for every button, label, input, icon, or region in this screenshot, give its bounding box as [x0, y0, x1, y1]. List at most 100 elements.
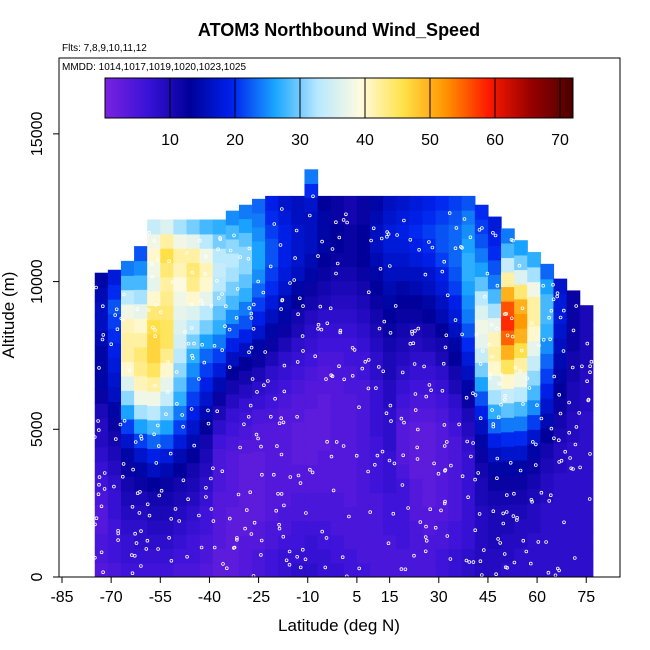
heatmap-cell: [383, 266, 397, 282]
heatmap-cell: [199, 219, 214, 235]
sample-marker: [153, 328, 157, 332]
heatmap-cell: [383, 492, 397, 508]
heatmap-cell: [107, 489, 122, 505]
heatmap-cell: [487, 404, 502, 420]
sample-marker: [497, 381, 502, 386]
heatmap-cell: [474, 476, 489, 492]
sample-marker: [557, 460, 561, 464]
heatmap-cell: [527, 355, 541, 371]
sample-marker: [287, 562, 292, 567]
heatmap-cell: [540, 427, 555, 444]
heatmap-cell: [134, 303, 148, 319]
heatmap-cell: [160, 505, 174, 521]
sample-marker: [412, 362, 417, 366]
sample-marker: [200, 342, 205, 347]
sample-marker: [139, 529, 143, 533]
sample-marker: [509, 316, 514, 321]
heatmap-cell: [252, 324, 266, 340]
heatmap-cell: [448, 365, 463, 380]
heatmap-cell: [487, 274, 502, 290]
heatmap-cell: [514, 415, 528, 432]
heatmap-cell: [147, 333, 161, 349]
heatmap-cell: [265, 266, 279, 282]
heatmap-cell: [356, 548, 371, 564]
heatmap-cell: [448, 252, 463, 268]
heatmap-cell: [265, 294, 279, 310]
sample-marker: [238, 445, 242, 450]
heatmap-cell: [173, 491, 188, 507]
heatmap-cell: [553, 427, 568, 444]
heatmap-cell: [514, 401, 528, 417]
heatmap-cell: [501, 242, 515, 259]
heatmap-cell: [291, 365, 306, 380]
heatmap-cell: [107, 533, 122, 549]
heatmap-cell: [265, 337, 279, 352]
heatmap-cell: [147, 448, 161, 464]
sample-marker: [489, 322, 494, 327]
sample-marker: [501, 511, 506, 516]
heatmap-cell: [553, 278, 568, 295]
sample-marker: [197, 513, 201, 518]
heatmap-cell: [252, 492, 266, 508]
heatmap-cell: [461, 294, 476, 310]
sample-marker: [139, 436, 144, 441]
heatmap-cell: [265, 492, 279, 508]
sample-marker: [206, 408, 210, 413]
heatmap-cell: [278, 252, 292, 268]
sample-marker: [272, 222, 277, 226]
sample-marker: [281, 420, 286, 425]
heatmap-cell: [487, 548, 502, 564]
heatmap-cell: [291, 520, 306, 536]
heatmap-cell: [461, 351, 476, 366]
heatmap-cell: [252, 366, 266, 382]
heatmap-cell: [252, 478, 266, 494]
heatmap-cell: [265, 351, 279, 366]
sample-marker: [445, 293, 450, 298]
heatmap-cell: [409, 562, 424, 577]
heatmap-cell: [317, 337, 332, 352]
heatmap-cell: [435, 548, 450, 564]
heatmap-cell: [160, 391, 174, 407]
sample-marker: [429, 388, 433, 393]
heatmap-cell: [487, 245, 502, 261]
heatmap-cell: [487, 259, 502, 275]
sample-marker: [156, 423, 160, 428]
heatmap-cell: [330, 562, 345, 577]
heatmap-cell: [330, 379, 345, 395]
sample-marker: [382, 319, 387, 324]
sample-marker: [556, 438, 561, 443]
sample-marker: [337, 235, 342, 240]
heatmap-cell: [422, 351, 437, 366]
sample-marker: [271, 472, 276, 477]
heatmap-cell: [514, 254, 528, 271]
heatmap-cell: [134, 274, 148, 290]
sample-marker: [328, 306, 333, 311]
sample-marker: [423, 272, 428, 277]
heatmap-cell: [514, 474, 528, 490]
heatmap-cell: [173, 333, 188, 349]
heatmap-cell: [173, 319, 188, 335]
heatmap-cell: [173, 305, 188, 321]
sample-marker: [247, 246, 252, 251]
sample-marker: [415, 427, 420, 432]
sample-marker: [375, 453, 380, 458]
heatmap-cell: [265, 322, 279, 338]
heatmap-cell: [212, 476, 227, 492]
sample-marker: [202, 360, 207, 365]
heatmap-cell: [383, 407, 397, 423]
heatmap-cell: [579, 410, 594, 427]
heatmap-cell: [278, 478, 292, 493]
heatmap-cell: [474, 534, 489, 549]
sample-marker: [279, 416, 284, 421]
sample-marker: [533, 463, 538, 467]
heatmap-cell: [317, 379, 332, 395]
heatmap-cell: [356, 407, 371, 423]
heatmap-cell: [238, 439, 253, 454]
sample-marker: [276, 491, 280, 496]
heatmap-cell: [422, 252, 437, 268]
heatmap-cell: [238, 494, 253, 509]
heatmap-cell: [330, 506, 345, 522]
heatmap-cell: [225, 562, 240, 577]
heatmap-cell: [461, 224, 476, 239]
sample-marker: [337, 364, 341, 369]
